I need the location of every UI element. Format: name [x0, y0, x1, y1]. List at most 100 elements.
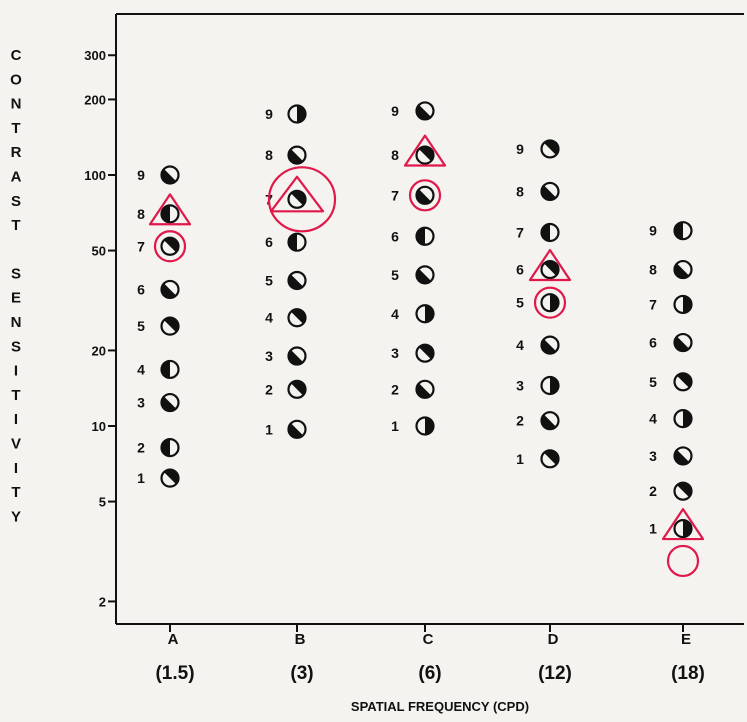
level-label: 1 — [649, 521, 657, 537]
grating-point — [673, 519, 693, 539]
grating-point-fill — [416, 383, 432, 398]
x-tick-frequency: (3) — [290, 663, 313, 684]
red-circle-mark — [408, 179, 442, 212]
level-label: 5 — [137, 318, 145, 334]
level-label: 8 — [137, 206, 145, 222]
level-label: 9 — [137, 167, 145, 183]
y-label-letter: I — [14, 363, 18, 380]
grating-point-fill — [418, 344, 434, 360]
grating-point — [673, 446, 693, 466]
level-label: 8 — [391, 147, 399, 163]
grating-point — [540, 375, 560, 396]
grating-point — [287, 270, 307, 291]
grating-point — [673, 332, 693, 353]
grating-point-fill — [674, 222, 683, 240]
grating-point-fill — [541, 224, 550, 242]
level-label: 2 — [265, 381, 273, 397]
x-tick-frequency: (18) — [671, 663, 705, 684]
grating-point — [160, 438, 180, 458]
grating-point — [415, 101, 435, 121]
level-label: 9 — [391, 103, 399, 119]
grating-point — [160, 316, 180, 336]
x-tick-frequency: (6) — [418, 663, 441, 684]
grating-point — [415, 379, 435, 399]
y-label-letter: S — [11, 265, 21, 282]
grating-point-fill — [683, 410, 692, 428]
y-label-letter: E — [11, 290, 21, 307]
x-tick-label: C — [423, 631, 434, 648]
grating-point — [160, 236, 180, 256]
grating-point — [160, 279, 180, 300]
y-tick-label: 300 — [84, 48, 106, 63]
grating-point — [287, 145, 307, 165]
grating-point-fill — [676, 373, 692, 388]
level-label: 1 — [265, 421, 273, 437]
y-label-letter: T — [11, 217, 20, 234]
grating-point — [160, 359, 180, 380]
level-label: 8 — [265, 147, 273, 163]
y-label-letter: T — [11, 120, 20, 137]
level-label: 4 — [649, 411, 657, 427]
y-label-letter: S — [11, 338, 21, 355]
grating-point-fill — [161, 439, 170, 457]
grating-point-fill — [161, 360, 170, 378]
y-tick-label: 10 — [92, 419, 106, 434]
grating-point-fill — [161, 396, 177, 412]
grating-point — [415, 226, 435, 246]
level-label: 3 — [391, 345, 399, 361]
grating-point-fill — [543, 450, 559, 465]
y-label-letter: O — [10, 71, 22, 88]
level-label: 3 — [137, 395, 145, 411]
grating-point-fill — [541, 185, 557, 200]
grating-point — [540, 411, 560, 431]
grating-point — [287, 346, 307, 366]
grating-point-fill — [297, 105, 306, 123]
y-tick-label: 50 — [92, 244, 106, 259]
grating-point — [287, 189, 307, 209]
grating-point-fill — [683, 520, 692, 538]
grating-point-fill — [418, 146, 434, 162]
y-label-letter: N — [11, 314, 22, 331]
grating-point-fill — [674, 449, 690, 465]
grating-point-fill — [290, 380, 306, 396]
grating-point — [415, 145, 435, 165]
grating-point — [287, 104, 307, 124]
grating-point — [673, 294, 693, 315]
grating-point — [415, 416, 435, 436]
level-label: 2 — [391, 381, 399, 397]
level-label: 4 — [265, 310, 273, 326]
level-label: 9 — [265, 106, 273, 122]
level-label: 1 — [137, 470, 145, 486]
grating-point-fill — [288, 350, 304, 365]
grating-point-fill — [161, 168, 177, 184]
grating-point — [540, 259, 560, 280]
grating-point — [287, 232, 307, 252]
y-label-letter: Y — [11, 508, 21, 525]
grating-point-fill — [416, 104, 432, 120]
level-label: 3 — [516, 377, 524, 393]
y-tick-label: 20 — [92, 343, 106, 358]
level-label: 8 — [649, 262, 657, 278]
level-label: 7 — [391, 187, 399, 203]
grating-point-fill — [425, 305, 434, 323]
y-label-letter: V — [11, 436, 21, 453]
grating-point-fill — [288, 423, 304, 438]
grating-point-fill — [674, 336, 690, 352]
grating-point — [287, 419, 307, 439]
level-label: 5 — [391, 267, 399, 283]
grating-point-fill — [543, 261, 559, 276]
level-label: 1 — [516, 451, 524, 467]
grating-point-fill — [416, 227, 425, 245]
grating-point-fill — [683, 295, 692, 313]
grating-point — [160, 204, 180, 224]
grating-point-fill — [541, 339, 557, 354]
y-label-letter: R — [11, 144, 22, 161]
grating-point-fill — [288, 149, 304, 164]
y-label-letter: T — [11, 484, 20, 501]
red-circle-mark — [153, 230, 187, 263]
x-tick-frequency: (1.5) — [155, 663, 194, 684]
x-tick-label: E — [681, 631, 691, 648]
grating-point — [673, 259, 693, 280]
y-label-letter: T — [11, 387, 20, 404]
